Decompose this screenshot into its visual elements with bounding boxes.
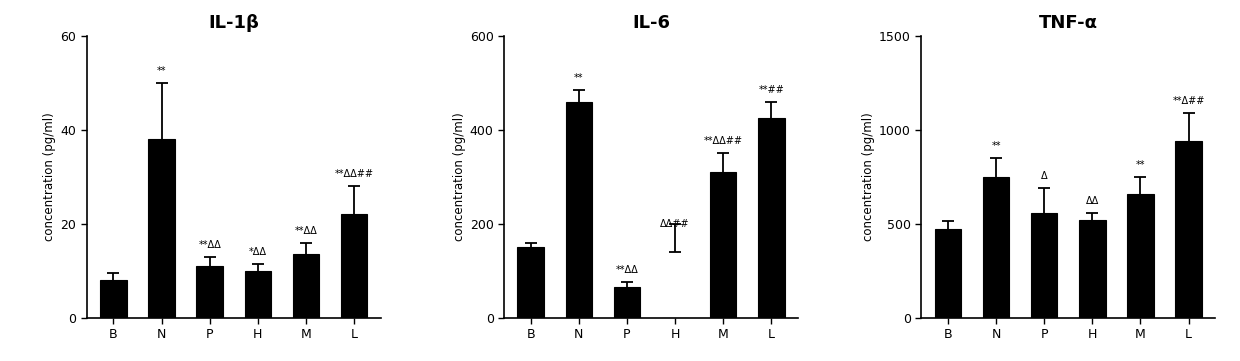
Text: ΔΔ##: ΔΔ## [661, 218, 689, 229]
Title: IL-6: IL-6 [632, 14, 670, 32]
Text: **ΔΔ: **ΔΔ [615, 265, 639, 274]
Text: **: ** [991, 141, 1001, 151]
Bar [614, 287, 640, 318]
Text: Δ: Δ [1040, 171, 1048, 181]
Bar [196, 266, 223, 318]
Text: *ΔΔ: *ΔΔ [249, 247, 267, 257]
Bar [517, 247, 544, 318]
Bar [341, 214, 367, 318]
Bar [935, 230, 961, 318]
Bar [983, 177, 1009, 318]
Text: **ΔΔ: **ΔΔ [295, 226, 317, 235]
Bar [1030, 213, 1058, 318]
Bar [1176, 141, 1202, 318]
Bar [1079, 220, 1106, 318]
Text: **ΔΔ##: **ΔΔ## [335, 169, 373, 179]
Y-axis label: concentration (pg/ml): concentration (pg/ml) [43, 113, 56, 241]
Text: **: ** [156, 66, 166, 76]
Y-axis label: concentration (pg/ml): concentration (pg/ml) [862, 113, 875, 241]
Bar [293, 254, 319, 318]
Bar [1127, 194, 1153, 318]
Text: **: ** [574, 73, 584, 83]
Text: **Δ##: **Δ## [1172, 96, 1205, 106]
Text: ΔΔ: ΔΔ [1086, 196, 1099, 206]
Text: **ΔΔ##: **ΔΔ## [704, 136, 743, 147]
Bar [565, 102, 591, 318]
Bar [758, 118, 785, 318]
Bar [711, 172, 737, 318]
Text: **ΔΔ: **ΔΔ [198, 240, 221, 250]
Title: TNF-α: TNF-α [1039, 14, 1097, 32]
Bar [244, 271, 272, 318]
Bar [100, 280, 126, 318]
Text: **: ** [1136, 160, 1146, 170]
Text: **##: **## [759, 85, 784, 95]
Bar [149, 139, 175, 318]
Y-axis label: concentration (pg/ml): concentration (pg/ml) [453, 113, 465, 241]
Title: IL-1β: IL-1β [208, 14, 259, 32]
